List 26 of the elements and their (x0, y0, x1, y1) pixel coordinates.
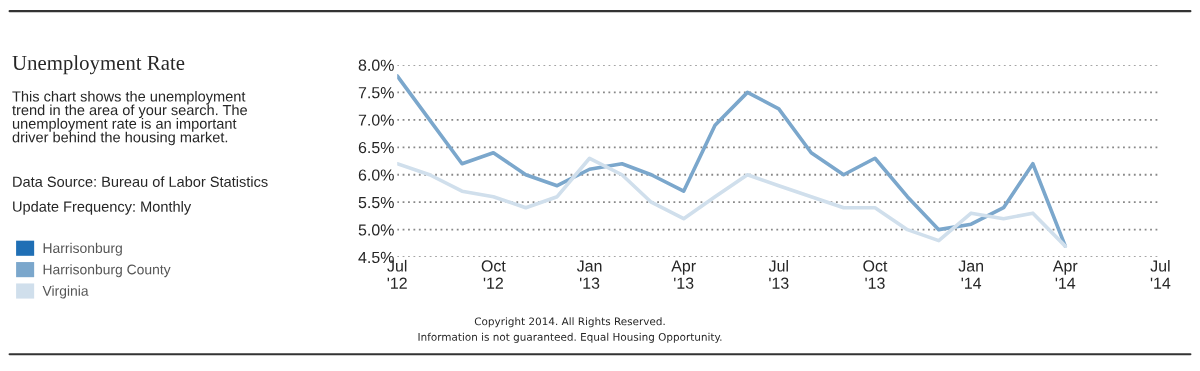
y-tick-label: 5.5% (358, 196, 394, 209)
text: Copyright 2014. All Rights Reserved. (474, 317, 665, 328)
y-tick-label: 7.0% (358, 114, 394, 126)
text: Information is not guaranteed. Equal Housing Opportunity. (418, 332, 722, 343)
x-tick-label: Jul '13 (768, 259, 789, 289)
legend-label: Harrisonburg County (43, 264, 171, 278)
y-tick-label: 8.0% (358, 59, 394, 71)
line-series (397, 74, 1068, 248)
text: Unemployment Rate (12, 55, 185, 75)
x-tick-label: Apr '13 (671, 260, 696, 289)
legend-label: Harrisonburg (43, 242, 122, 256)
x-tick-label: Oct '12 (481, 260, 506, 289)
y-tick-label: 6.0% (358, 169, 394, 181)
x-tick-label: Oct '13 (863, 260, 888, 289)
line-series (397, 156, 1068, 248)
y-tick-label: 7.5% (358, 87, 394, 99)
x-tick-label: Apr '14 (1052, 260, 1078, 289)
legend-label: Virginia (42, 285, 89, 299)
y-tick-label: 5.0% (358, 224, 394, 236)
text: Update Frequency: Monthly (13, 201, 192, 215)
source-note: Data Source: Bureau of Labor Statistics (13, 176, 268, 187)
y-tick-label: 6.5% (358, 141, 394, 154)
text: This chart shows the unemployment trend in the area of your search. The unemployment rate is an important driver behind the housing market. (12, 90, 247, 146)
x-tick-label: Jan '13 (576, 260, 602, 289)
x-tick-label: Jul '14 (1150, 259, 1171, 289)
x-tick-label: Jan '14 (958, 260, 984, 289)
